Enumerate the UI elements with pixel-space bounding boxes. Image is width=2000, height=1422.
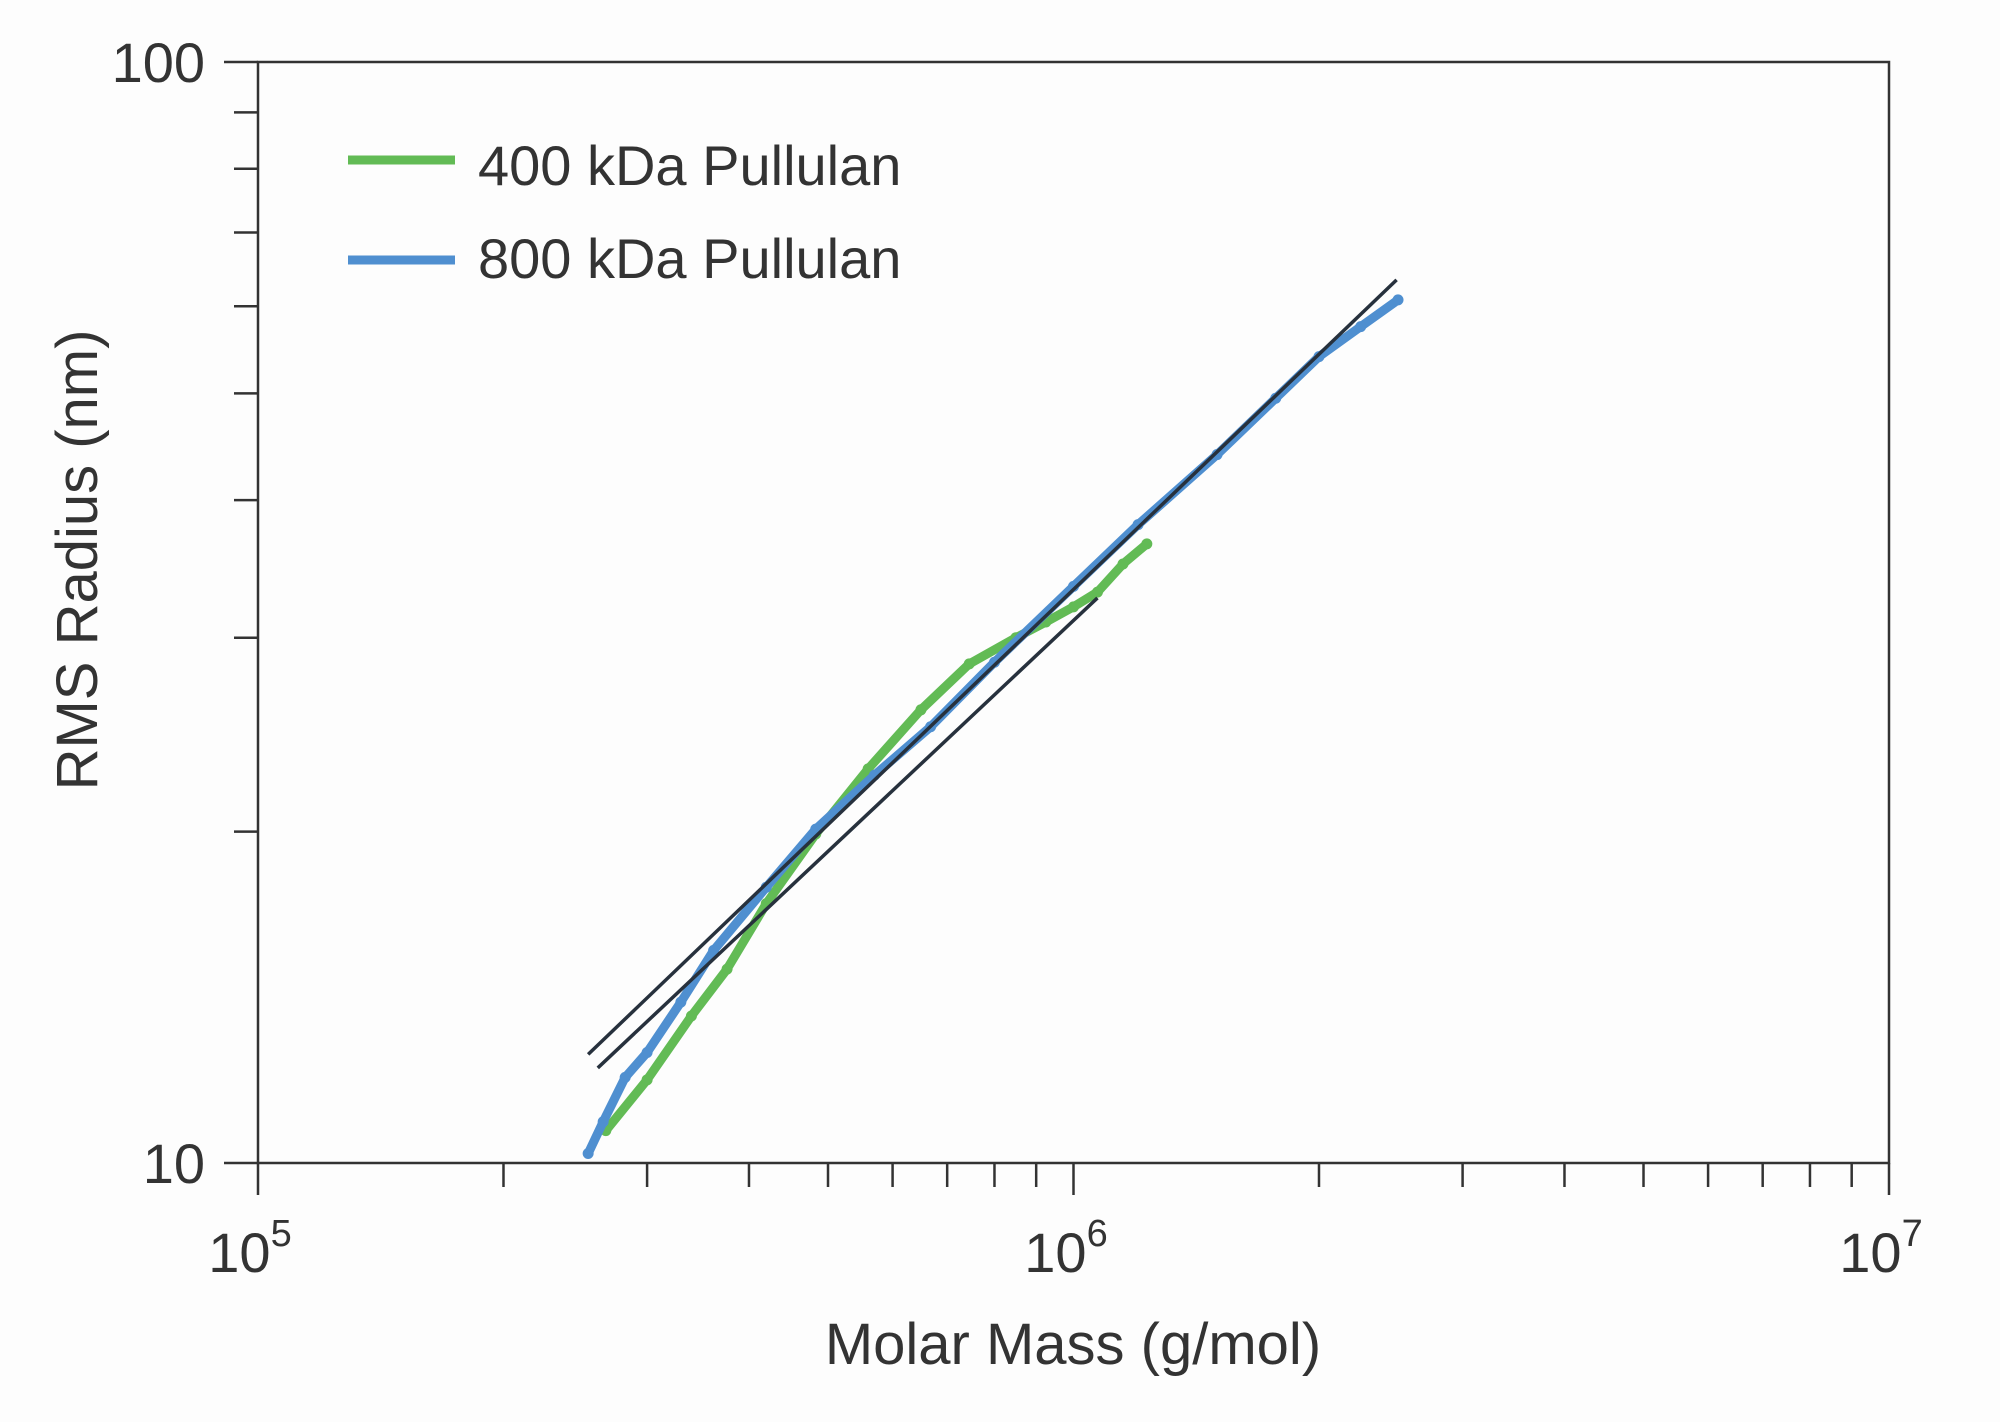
- series-400kda: [600, 538, 1153, 1137]
- data-point: [708, 944, 720, 956]
- data-point: [1270, 392, 1282, 404]
- data-point: [641, 1074, 653, 1086]
- fit-line-2: [596, 596, 1099, 1070]
- legend-label-800kda: 800 kDa Pullulan: [478, 227, 901, 290]
- data-point: [641, 1046, 653, 1058]
- y-axis-title: RMS Radius (nm): [45, 330, 110, 791]
- data-point: [1117, 558, 1129, 570]
- svg-text:105: 105: [208, 1213, 291, 1284]
- svg-text:107: 107: [1839, 1213, 1922, 1284]
- series-800kda: [582, 294, 1404, 1160]
- x-axis-title: Molar Mass (g/mol): [825, 1312, 1321, 1377]
- data-point: [675, 996, 687, 1008]
- x-tick-label-1e6: 106: [1024, 1213, 1107, 1284]
- data-point: [1141, 538, 1153, 550]
- y-tick-label-10: 10: [143, 1132, 205, 1195]
- x-tick-label-1e7: 107: [1839, 1213, 1922, 1284]
- svg-text:106: 106: [1024, 1213, 1107, 1284]
- data-point: [582, 1148, 594, 1160]
- series-line: [583, 295, 1403, 1159]
- data-point: [721, 963, 733, 975]
- axis-ticks: [224, 60, 1891, 1195]
- data-point: [1091, 586, 1103, 598]
- data-point: [988, 656, 1000, 668]
- data-marks: [582, 278, 1404, 1160]
- data-point: [1132, 519, 1144, 531]
- legend: 400 kDa Pullulan 800 kDa Pullulan: [348, 134, 901, 290]
- data-point: [915, 704, 927, 716]
- data-point: [619, 1071, 631, 1083]
- data-point: [963, 658, 975, 670]
- x-tick-label-1e5: 105: [208, 1213, 291, 1284]
- series-line: [601, 539, 1152, 1136]
- y-tick-label-100: 100: [112, 31, 205, 94]
- data-point: [1392, 294, 1404, 306]
- legend-label-400kda: 400 kDa Pullulan: [478, 134, 901, 197]
- fit-line-1: [586, 278, 1398, 1056]
- data-point: [685, 1010, 697, 1022]
- data-point: [1355, 321, 1367, 333]
- data-point: [1068, 601, 1079, 613]
- data-point: [597, 1116, 609, 1128]
- data-point: [1211, 449, 1223, 461]
